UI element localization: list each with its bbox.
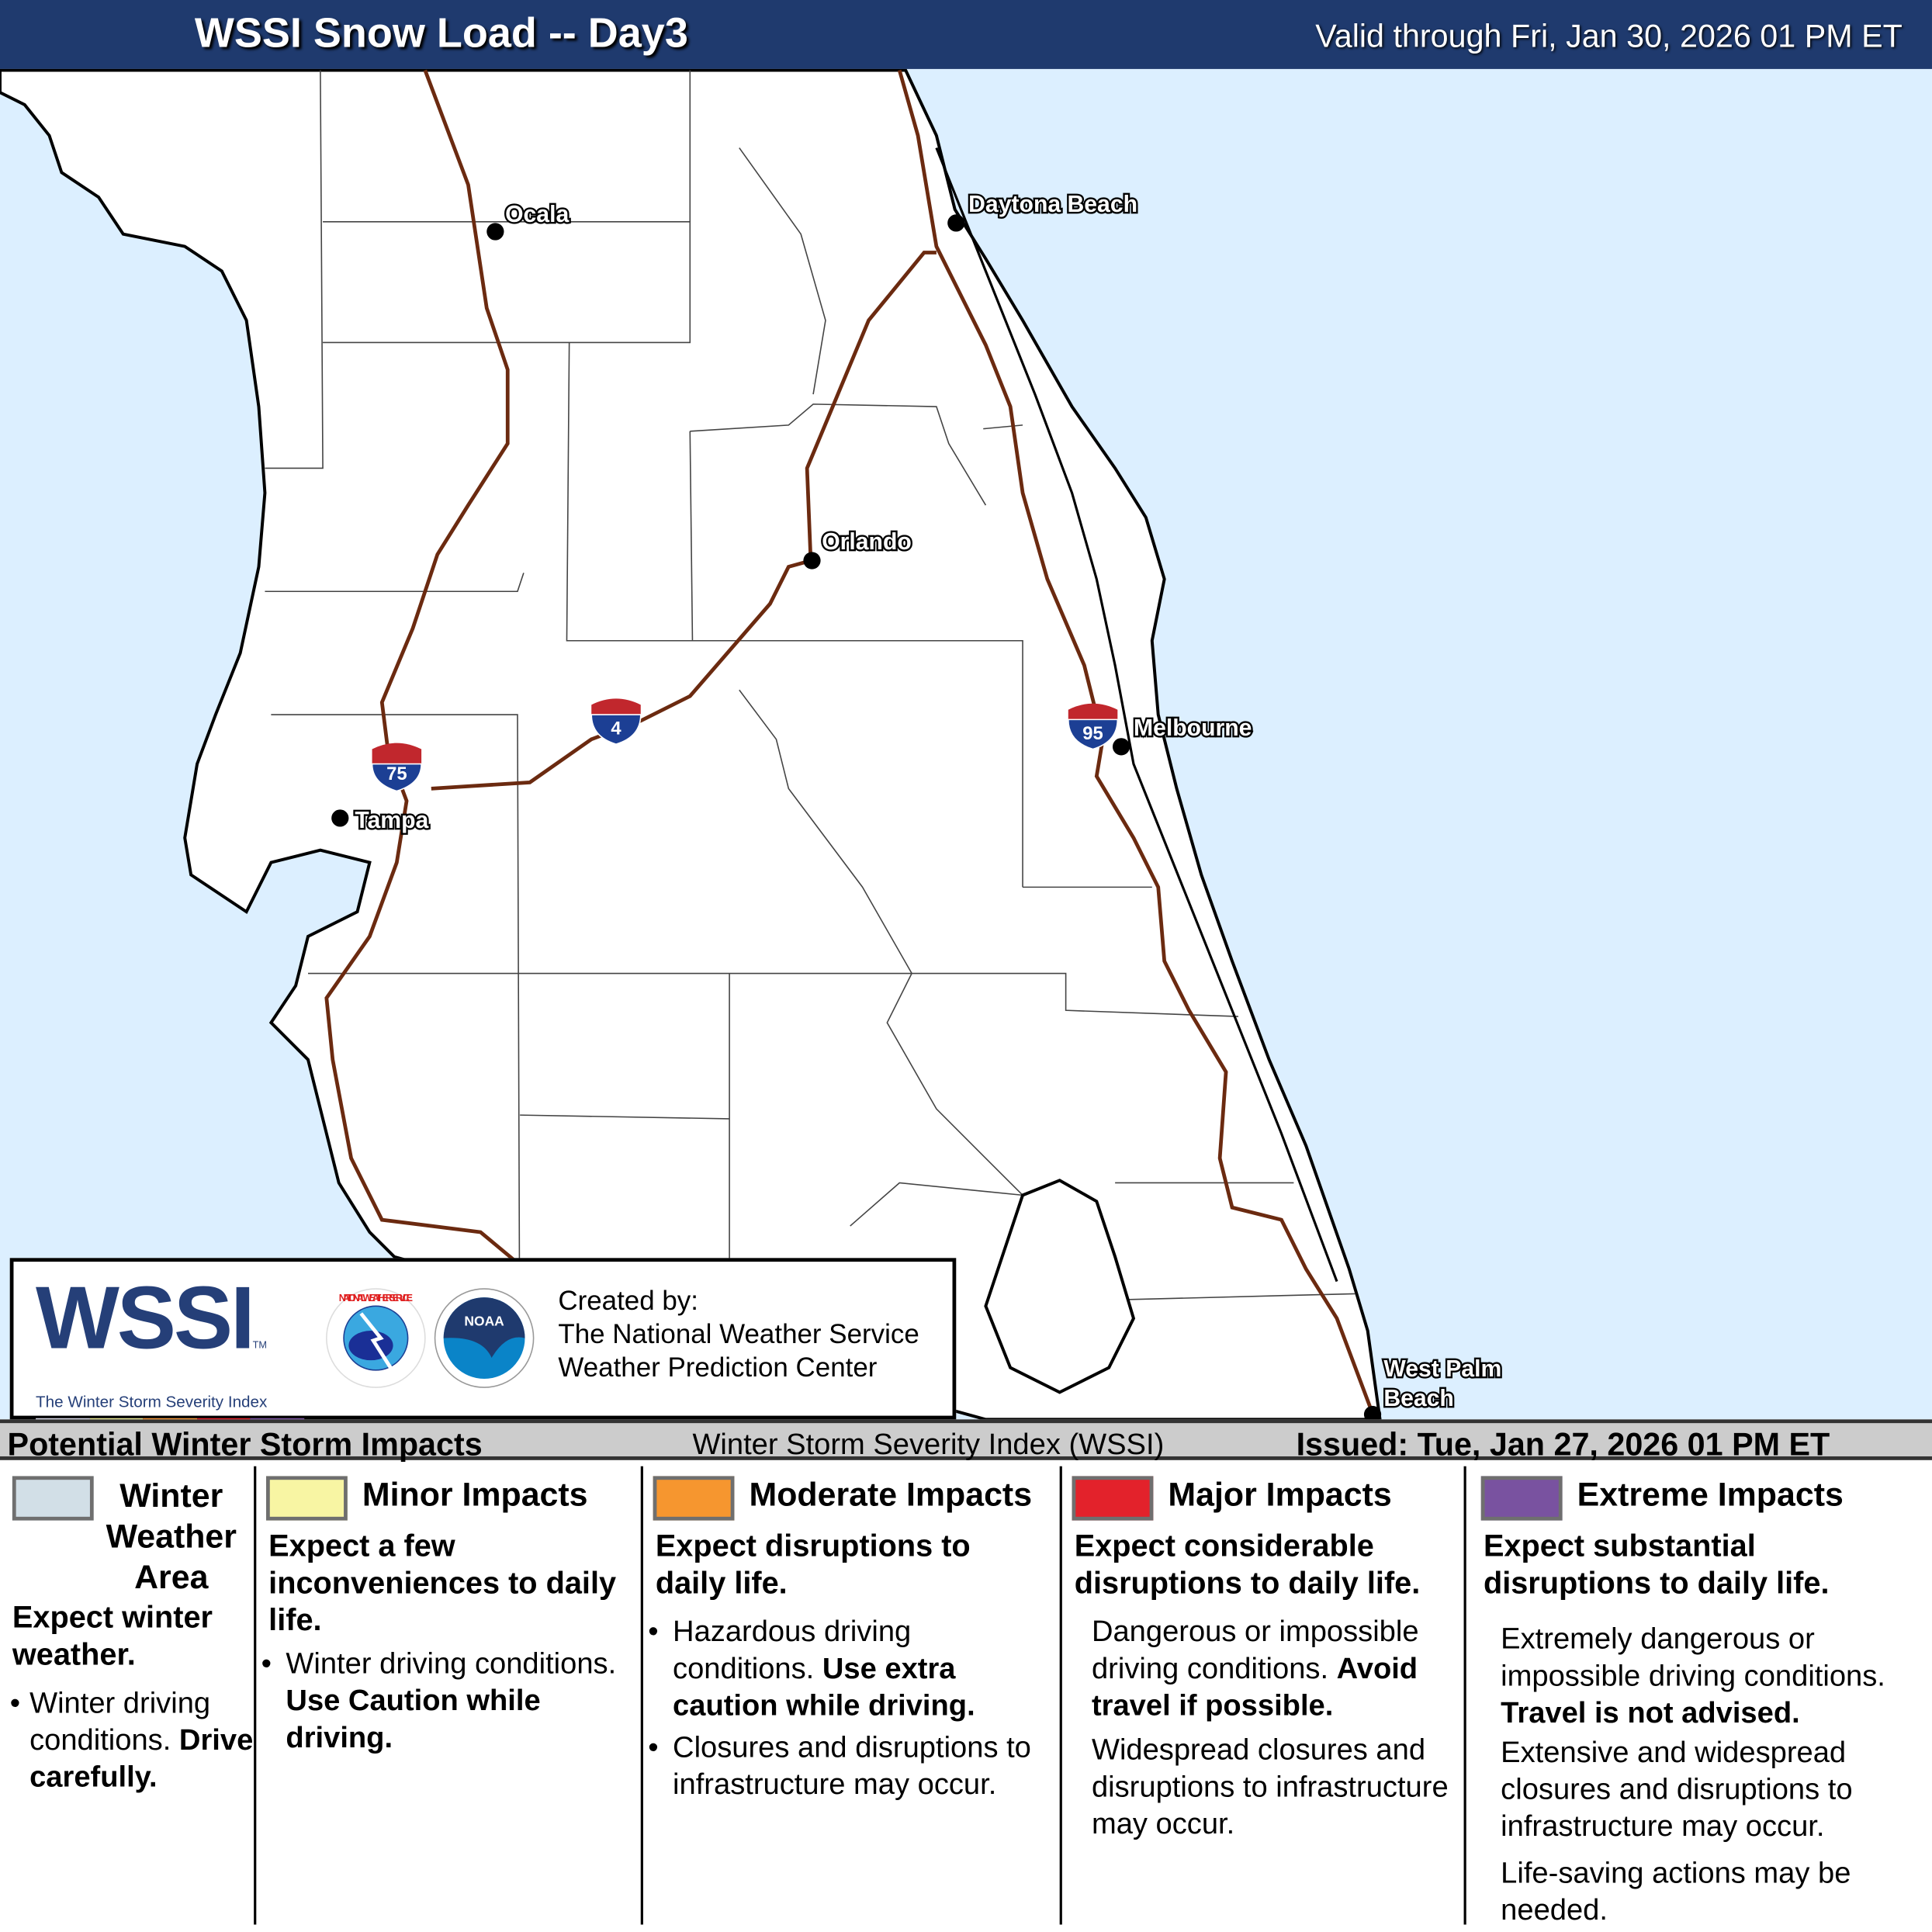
lake-okeechobee: [984, 1179, 1136, 1394]
issued-time: Issued: Tue, Jan 27, 2026 01 PM ET: [1296, 1425, 1830, 1463]
wssi-wordmark: WSSI: [36, 1269, 255, 1368]
legend-heading: Potential Winter Storm Impacts: [7, 1425, 483, 1463]
city-label: Daytona Beach: [968, 192, 1137, 217]
legend-extreme-impacts: Extreme Impacts Expect substantial disru…: [1476, 1466, 1927, 1927]
cities: Ocala Daytona Beach Orlando Melbourne Ta…: [331, 190, 1504, 1420]
legend-summary: Expect a few inconveniences to daily lif…: [268, 1529, 617, 1638]
wssi-logo: WSSITM The Winter Storm Severity Index: [36, 1274, 319, 1435]
noaa-logo-icon: NOAA: [434, 1288, 535, 1388]
valid-time: Valid through Fri, Jan 30, 2026 01 PM ET: [1315, 17, 1903, 54]
trademark: TM: [252, 1339, 267, 1351]
i4-shield-icon: 4: [590, 698, 642, 745]
i75-shield-icon: 75: [371, 743, 422, 792]
city-label: Tampa: [355, 808, 428, 833]
intracoastal-line: [935, 147, 1338, 1283]
swatch-moderate: [653, 1476, 735, 1521]
legend-bullet: Hazardous driving conditions. Use extra …: [673, 1615, 975, 1723]
swatch-winter-weather: [12, 1476, 94, 1521]
svg-text:NATIONAL WEATHER SERVICE: NATIONAL WEATHER SERVICE: [339, 1293, 413, 1304]
created-by: Created by: The National Weather Service…: [558, 1284, 919, 1384]
legend-summary: Expect disruptions to daily life.: [655, 1529, 971, 1601]
nws-logo-icon: NATIONAL WEATHER SERVICE: [326, 1288, 426, 1388]
i4-route: [431, 251, 937, 791]
legend-bullet: Winter driving conditions. Use Caution w…: [286, 1647, 617, 1755]
legend-major-impacts: Major Impacts Expect considerable disrup…: [1067, 1466, 1463, 1925]
city-dot: [486, 223, 504, 241]
city-dot: [1363, 1405, 1382, 1420]
swatch-major: [1072, 1476, 1154, 1521]
map-title: WSSI Snow Load -- Day3: [194, 9, 688, 57]
legend-summary: Expect winter weather.: [12, 1600, 213, 1672]
divider: [254, 1466, 257, 1925]
credits-box: WSSITM The Winter Storm Severity Index N…: [9, 1258, 957, 1435]
legend-winter-weather-area: Winter Weather Area Expect winter weather.…: [8, 1466, 254, 1925]
divider: [1463, 1466, 1466, 1925]
legend-summary: Expect substantial disruptions to daily …: [1483, 1529, 1830, 1601]
legend-header: Potential Winter Storm Impacts Winter St…: [0, 1419, 1932, 1463]
svg-text:95: 95: [1082, 723, 1103, 744]
city-label: Orlando: [822, 529, 912, 555]
legend-paragraph: Extensive and widespread closures and di…: [1501, 1736, 1853, 1844]
city-label: Beach: [1383, 1386, 1454, 1411]
legend-index-name: Winter Storm Severity Index (WSSI): [692, 1428, 1165, 1462]
divider: [1059, 1466, 1062, 1925]
legend-title: Winter Weather Area: [106, 1477, 237, 1596]
interstate-shields: 75 4 95: [371, 698, 1119, 792]
florida-map: 75 4 95 Ocala Daytona Beach Orlando Melb…: [0, 68, 1932, 1420]
land: [0, 68, 1382, 1420]
swatch-extreme: [1480, 1476, 1563, 1521]
city-dot: [803, 552, 821, 570]
legend-moderate-impacts: Moderate Impacts Expect disruptions to d…: [648, 1466, 1059, 1925]
svg-text:NOAA: NOAA: [464, 1314, 504, 1329]
legend-minor-impacts: Minor Impacts Expect a few inconvenience…: [261, 1466, 641, 1925]
title-bar: WSSI Snow Load -- Day3 Valid through Fri…: [0, 0, 1932, 69]
org-wpc: Weather Prediction Center: [558, 1352, 878, 1383]
city-label: West Palm: [1383, 1356, 1501, 1382]
legend-title: Major Impacts: [1168, 1476, 1392, 1514]
city-dot: [1112, 738, 1130, 756]
org-nws: The National Weather Service: [558, 1318, 919, 1349]
city-label: Ocala: [505, 202, 569, 227]
legend-summary: Expect considerable disruptions to daily…: [1074, 1529, 1421, 1601]
city-dot: [947, 214, 965, 232]
i95-shield-icon: 95: [1068, 703, 1119, 750]
legend-bullet: Closures and disruptions to infrastructu…: [673, 1731, 1031, 1802]
legend-title: Minor Impacts: [362, 1476, 588, 1514]
city-label: Melbourne: [1134, 715, 1252, 741]
legend-title: Extreme Impacts: [1577, 1476, 1844, 1514]
i95-route: [897, 69, 1376, 1418]
legend-paragraph: Extremely dangerous or impossible drivin…: [1501, 1622, 1885, 1730]
city-dot: [331, 809, 349, 827]
swatch-minor: [266, 1476, 348, 1521]
legend-paragraph: Dangerous or impossible driving conditio…: [1091, 1615, 1419, 1723]
wssi-subtitle: The Winter Storm Severity Index: [36, 1392, 268, 1411]
legend-paragraph: Life-saving actions may be needed.: [1501, 1857, 1851, 1927]
divider: [640, 1466, 643, 1925]
svg-text:4: 4: [611, 718, 621, 739]
svg-text:75: 75: [386, 763, 407, 784]
legend-title: Moderate Impacts: [749, 1476, 1033, 1514]
created-by-label: Created by:: [558, 1285, 698, 1316]
legend-bullet: Winter driving conditions. Drive careful…: [29, 1686, 254, 1795]
legend-paragraph: Widespread closures and disruptions to i…: [1091, 1733, 1449, 1841]
